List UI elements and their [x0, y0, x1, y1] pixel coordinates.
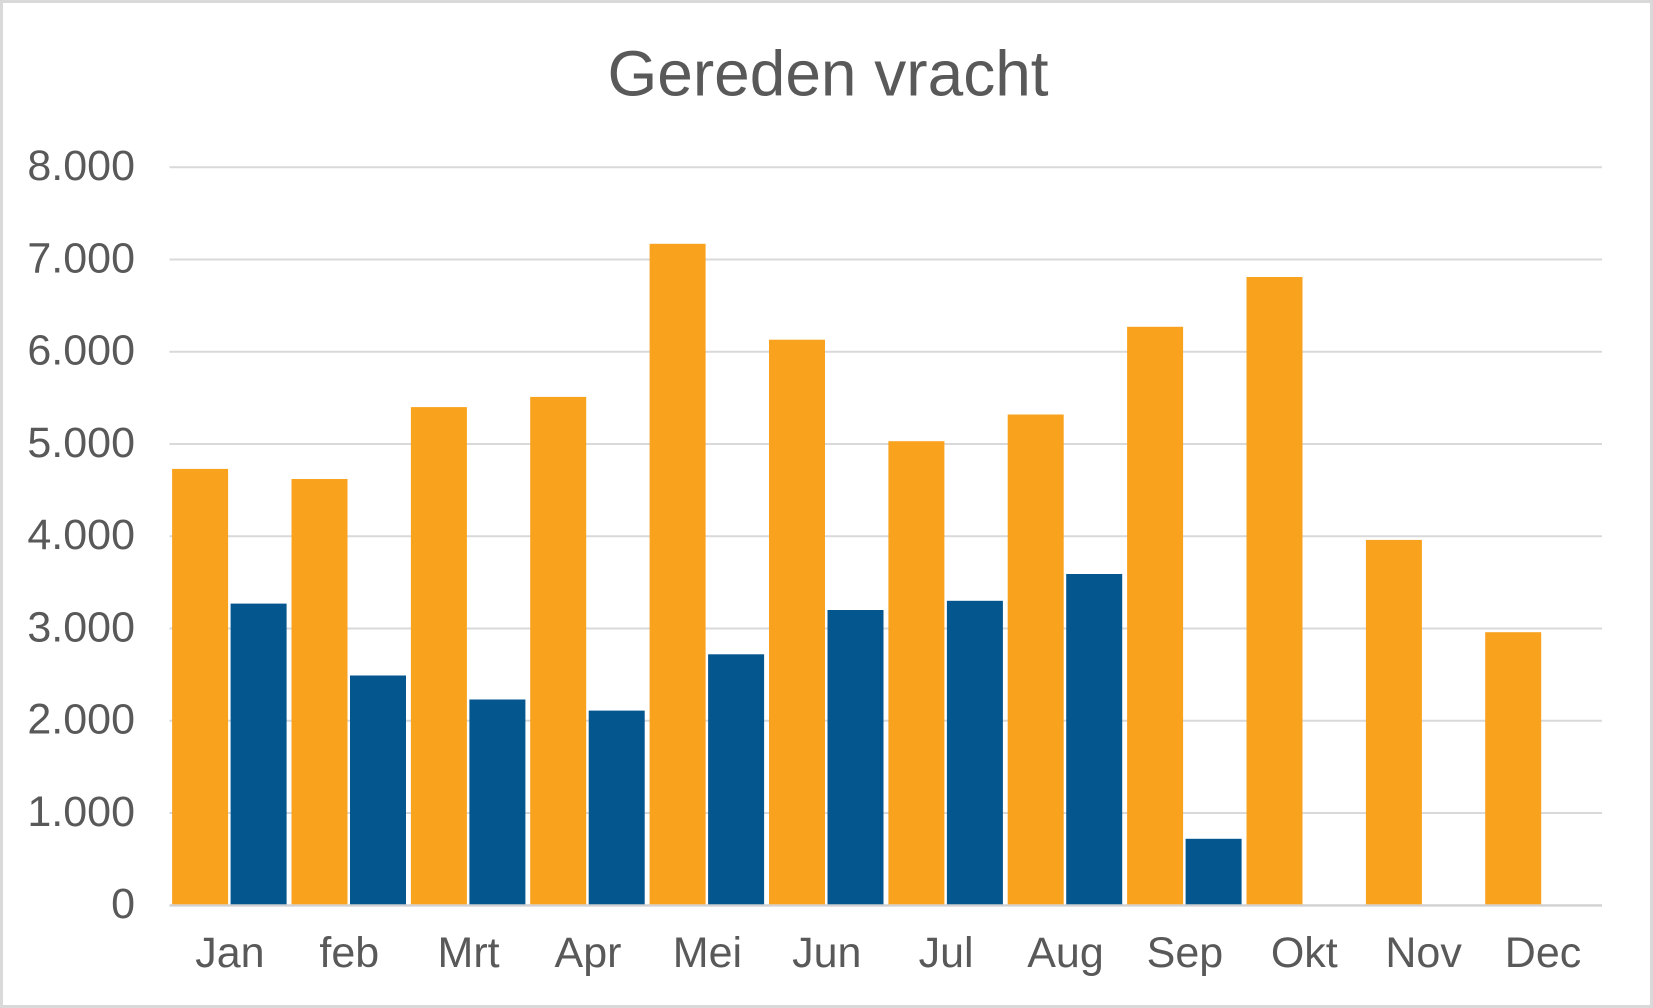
svg-text:2.000: 2.000	[27, 696, 135, 744]
svg-text:5.000: 5.000	[27, 419, 135, 467]
svg-text:Mei: Mei	[673, 929, 742, 977]
svg-text:Mrt: Mrt	[438, 929, 500, 977]
svg-text:0: 0	[111, 880, 135, 928]
svg-text:Aug: Aug	[1027, 929, 1104, 977]
svg-text:7.000: 7.000	[27, 234, 135, 282]
svg-text:Okt: Okt	[1271, 929, 1338, 977]
svg-text:Gereden vracht: Gereden vracht	[607, 38, 1048, 110]
svg-text:Sep: Sep	[1147, 929, 1224, 977]
svg-text:feb: feb	[319, 929, 379, 977]
svg-text:Dec: Dec	[1505, 929, 1581, 977]
svg-text:Apr: Apr	[555, 929, 622, 977]
svg-text:6.000: 6.000	[27, 327, 135, 375]
svg-text:3.000: 3.000	[27, 603, 135, 651]
svg-text:Nov: Nov	[1385, 929, 1462, 977]
svg-text:Jul: Jul	[919, 929, 974, 977]
svg-text:8.000: 8.000	[27, 142, 135, 190]
svg-text:Jan: Jan	[195, 929, 264, 977]
svg-text:1.000: 1.000	[27, 788, 135, 836]
svg-text:Jun: Jun	[792, 929, 861, 977]
svg-text:4.000: 4.000	[27, 511, 135, 559]
